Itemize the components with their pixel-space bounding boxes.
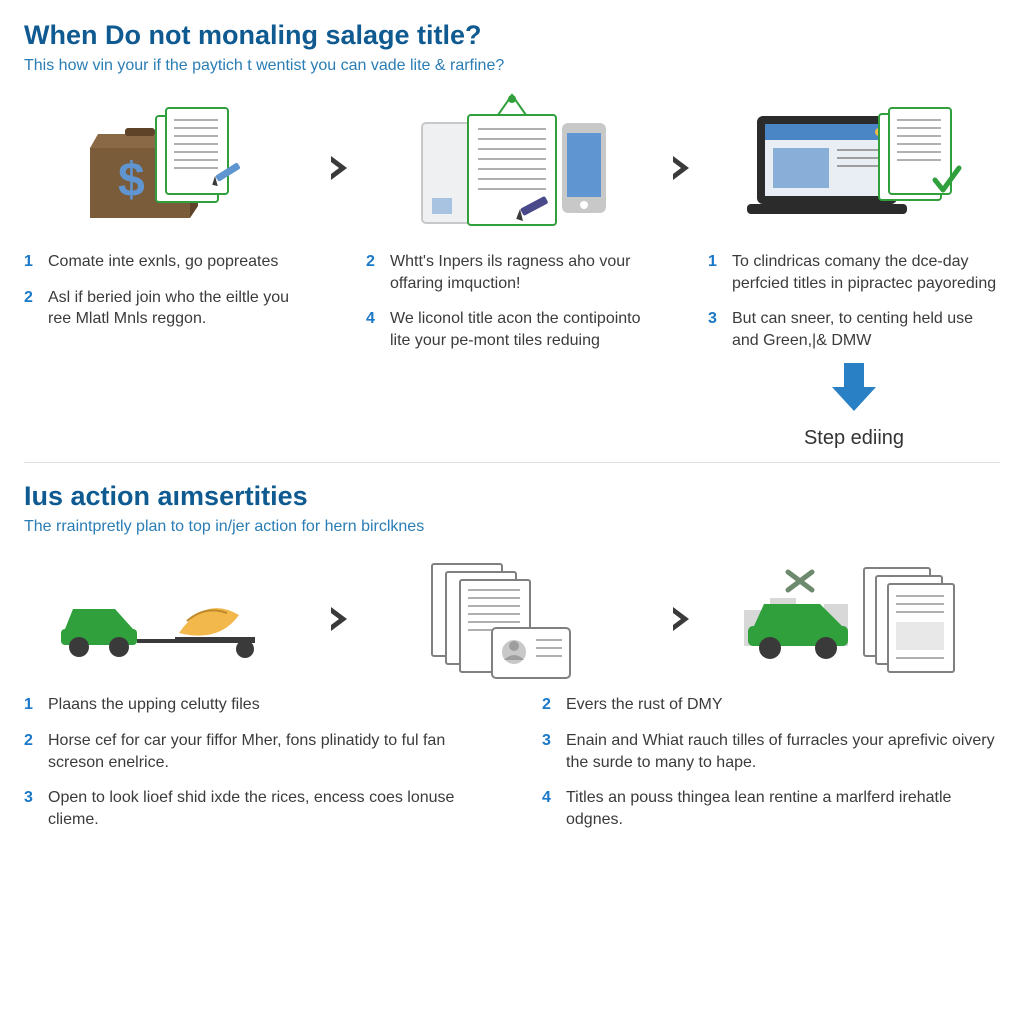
hanging-doc-phone-icon bbox=[402, 93, 622, 243]
arrow-right-1 bbox=[326, 93, 356, 243]
item-number: 2 bbox=[542, 694, 556, 716]
section2-row bbox=[24, 554, 1000, 684]
item-text: Plaans the upping celutty files bbox=[48, 694, 260, 716]
section2-left-list: 1 Plaans the upping celutty files 2 Hors… bbox=[24, 694, 482, 844]
section2-title: Ius action aımsertities bbox=[24, 481, 1000, 512]
list-item: 4 Titles an pouss thingea lean rentine a… bbox=[542, 787, 1000, 830]
step-label: Step ediing bbox=[708, 427, 1000, 450]
item-number: 1 bbox=[708, 251, 722, 294]
list-item: 2 Asl if beried join who the eiltle you … bbox=[24, 287, 316, 330]
item-text: Whtt's Inpers ils ragness aho vour offar… bbox=[390, 251, 658, 294]
list-item: 2 Horse cef for car your fiffor Mher, fo… bbox=[24, 730, 482, 773]
chevron-right-icon bbox=[327, 154, 355, 182]
item-text: Horse cef for car your fiffor Mher, fons… bbox=[48, 730, 482, 773]
item-text: We liconol title acon the contipointo li… bbox=[390, 308, 658, 351]
item-text: Comate inte exnls, go popreates bbox=[48, 251, 278, 273]
item-text: Open to look lioef shid ixde the rices, … bbox=[48, 787, 482, 830]
item-text: Asl if beried join who the eiltle you re… bbox=[48, 287, 316, 330]
car-trailer-icon bbox=[55, 559, 285, 679]
list-item: 2 Whtt's Inpers ils ragness aho vour off… bbox=[366, 251, 658, 294]
item-number: 3 bbox=[24, 787, 38, 830]
list-item: 1 To clindricas comany the dce-day perfc… bbox=[708, 251, 1000, 294]
item-text: But can sneer, to centing held use and G… bbox=[732, 308, 1000, 351]
arrow-right-3 bbox=[326, 554, 356, 684]
item-number: 4 bbox=[366, 308, 380, 351]
section1-col2: 2 Whtt's Inpers ils ragness aho vour off… bbox=[366, 93, 658, 365]
arrow-down-icon bbox=[824, 361, 884, 417]
list-item: 3 Open to look lioef shid ixde the rices… bbox=[24, 787, 482, 830]
section1-row: $ 1 Comate bbox=[24, 93, 1000, 450]
item-text: Enain and Whiat rauch tilles of furracle… bbox=[566, 730, 1000, 773]
item-number: 3 bbox=[708, 308, 722, 351]
list-item: 2 Evers the rust of DMY bbox=[542, 694, 1000, 716]
chevron-right-icon bbox=[669, 605, 697, 633]
list-item: 3 But can sneer, to centing held use and… bbox=[708, 308, 1000, 351]
list-item: 3 Enain and Whiat rauch tilles of furrac… bbox=[542, 730, 1000, 773]
chevron-right-icon bbox=[327, 605, 355, 633]
section2-icon3 bbox=[708, 554, 1000, 684]
item-text: To clindricas comany the dce-day perfcie… bbox=[732, 251, 1000, 294]
icon-box-docs: $ bbox=[24, 93, 316, 243]
car-city-docs-icon bbox=[734, 554, 974, 684]
item-text: Titles an pouss thingea lean rentine a m… bbox=[566, 787, 1000, 830]
box-documents-icon: $ bbox=[70, 98, 270, 238]
list-item: 4 We liconol title acon the contipointo … bbox=[366, 308, 658, 351]
list-item: 1 Comate inte exnls, go popreates bbox=[24, 251, 316, 273]
documents-stack-icon bbox=[412, 554, 612, 684]
section2-icon2 bbox=[366, 554, 658, 684]
arrow-right-2 bbox=[668, 93, 698, 243]
section2-lists: 1 Plaans the upping celutty files 2 Hors… bbox=[24, 694, 1000, 844]
section1-subtitle: This how vin your if the paytich t wenti… bbox=[24, 57, 1000, 75]
section2-right-list: 2 Evers the rust of DMY 3 Enain and Whia… bbox=[542, 694, 1000, 844]
section1-col3: 1 To clindricas comany the dce-day perfc… bbox=[708, 93, 1000, 450]
list-item: 1 Plaans the upping celutty files bbox=[24, 694, 482, 716]
section2-subtitle: The rraintpretly plan to top in/jer acti… bbox=[24, 518, 1000, 536]
icon-laptop-docs bbox=[708, 93, 1000, 243]
item-number: 2 bbox=[24, 287, 38, 330]
arrow-right-4 bbox=[668, 554, 698, 684]
svg-text:$: $ bbox=[118, 154, 145, 207]
down-arrow bbox=[708, 361, 1000, 417]
section2-icon1 bbox=[24, 554, 316, 684]
section1-col1: $ 1 Comate bbox=[24, 93, 316, 344]
laptop-documents-icon bbox=[739, 98, 969, 238]
section1-title: When Do not monaling salage title? bbox=[24, 20, 1000, 51]
icon-doc-phone bbox=[366, 93, 658, 243]
item-number: 2 bbox=[24, 730, 38, 773]
item-number: 1 bbox=[24, 694, 38, 716]
item-number: 1 bbox=[24, 251, 38, 273]
item-number: 2 bbox=[366, 251, 380, 294]
item-number: 3 bbox=[542, 730, 556, 773]
item-text: Evers the rust of DMY bbox=[566, 694, 723, 716]
chevron-right-icon bbox=[669, 154, 697, 182]
divider bbox=[24, 462, 1000, 463]
item-number: 4 bbox=[542, 787, 556, 830]
